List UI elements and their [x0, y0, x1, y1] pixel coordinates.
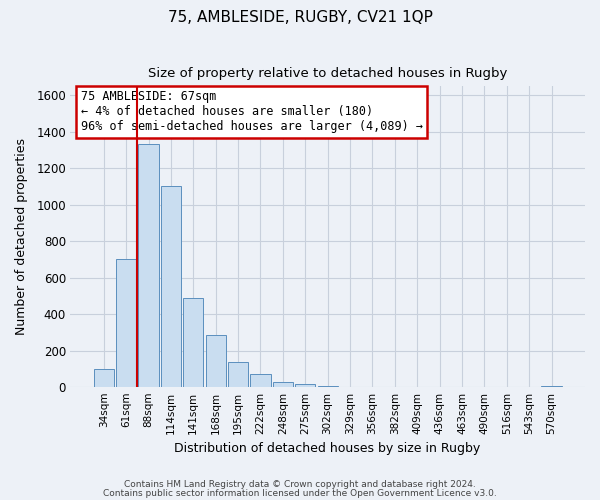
- Bar: [206, 336, 226, 388]
- Bar: [116, 260, 136, 388]
- Text: 75, AMBLESIDE, RUGBY, CV21 1QP: 75, AMBLESIDE, RUGBY, CV21 1QP: [167, 10, 433, 25]
- Bar: [228, 362, 248, 388]
- Bar: [317, 386, 338, 388]
- X-axis label: Distribution of detached houses by size in Rugby: Distribution of detached houses by size …: [175, 442, 481, 455]
- Bar: [183, 298, 203, 388]
- Bar: [541, 386, 562, 388]
- Text: 75 AMBLESIDE: 67sqm
← 4% of detached houses are smaller (180)
96% of semi-detach: 75 AMBLESIDE: 67sqm ← 4% of detached hou…: [80, 90, 422, 134]
- Title: Size of property relative to detached houses in Rugby: Size of property relative to detached ho…: [148, 68, 508, 80]
- Bar: [139, 144, 158, 388]
- Bar: [273, 382, 293, 388]
- Bar: [94, 369, 114, 388]
- Bar: [295, 384, 316, 388]
- Text: Contains public sector information licensed under the Open Government Licence v3: Contains public sector information licen…: [103, 489, 497, 498]
- Y-axis label: Number of detached properties: Number of detached properties: [15, 138, 28, 335]
- Text: Contains HM Land Registry data © Crown copyright and database right 2024.: Contains HM Land Registry data © Crown c…: [124, 480, 476, 489]
- Bar: [250, 374, 271, 388]
- Bar: [161, 186, 181, 388]
